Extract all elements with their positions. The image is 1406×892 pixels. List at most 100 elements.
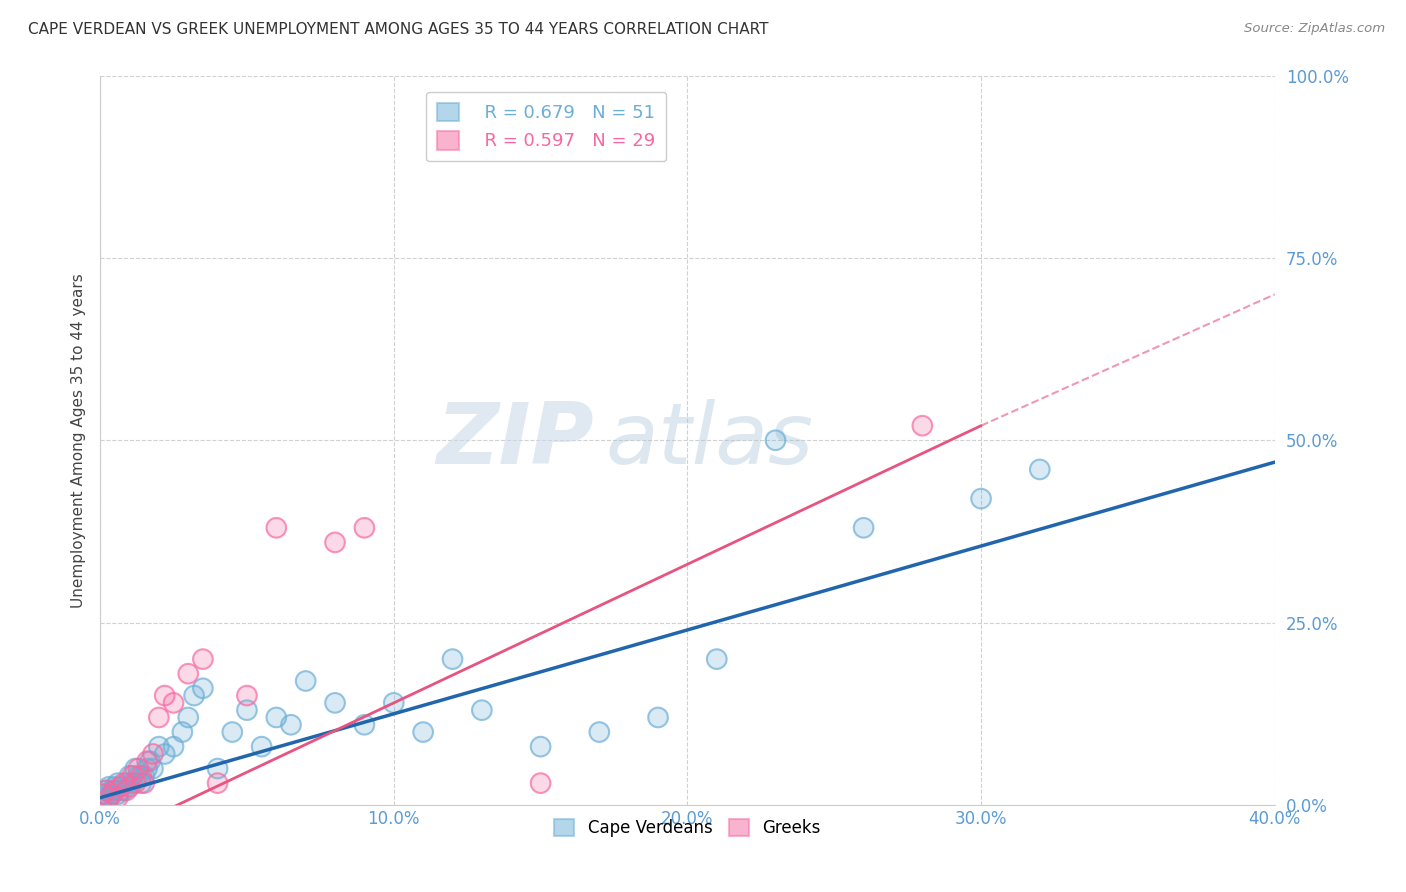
Point xyxy=(94,787,117,801)
Point xyxy=(183,689,205,703)
Point xyxy=(441,652,464,666)
Point xyxy=(127,769,149,783)
Point xyxy=(101,783,124,797)
Point xyxy=(148,739,170,754)
Point xyxy=(148,710,170,724)
Point xyxy=(191,681,214,696)
Point xyxy=(207,762,229,776)
Point xyxy=(115,783,138,797)
Point xyxy=(970,491,993,506)
Point xyxy=(104,780,127,794)
Point xyxy=(207,762,229,776)
Point xyxy=(112,783,135,797)
Point xyxy=(91,790,114,805)
Point xyxy=(142,762,165,776)
Point xyxy=(94,783,117,797)
Point xyxy=(588,725,610,739)
Point xyxy=(124,776,146,790)
Point xyxy=(266,521,288,535)
Text: ZIP: ZIP xyxy=(436,399,593,482)
Point xyxy=(162,739,184,754)
Point xyxy=(104,783,127,797)
Point xyxy=(139,754,162,768)
Point xyxy=(101,783,124,797)
Point xyxy=(353,521,375,535)
Point xyxy=(118,769,141,783)
Point xyxy=(110,783,132,797)
Point xyxy=(183,689,205,703)
Point xyxy=(118,780,141,794)
Point xyxy=(765,434,787,448)
Point xyxy=(104,783,127,797)
Point xyxy=(94,783,117,797)
Text: atlas: atlas xyxy=(605,399,813,482)
Legend: Cape Verdeans, Greeks: Cape Verdeans, Greeks xyxy=(547,813,827,844)
Point xyxy=(852,521,875,535)
Point xyxy=(1029,462,1052,476)
Point xyxy=(177,666,200,681)
Point xyxy=(127,762,149,776)
Point xyxy=(136,762,159,776)
Point xyxy=(91,787,114,801)
Point xyxy=(471,703,494,717)
Point xyxy=(153,747,176,761)
Point xyxy=(124,776,146,790)
Point xyxy=(107,776,129,790)
Point xyxy=(142,747,165,761)
Point xyxy=(112,776,135,790)
Point xyxy=(236,703,259,717)
Point xyxy=(139,754,162,768)
Point xyxy=(172,725,194,739)
Point xyxy=(115,776,138,790)
Point xyxy=(104,780,127,794)
Point xyxy=(529,776,551,790)
Point xyxy=(148,710,170,724)
Point xyxy=(294,673,316,688)
Point xyxy=(162,739,184,754)
Point xyxy=(266,521,288,535)
Point xyxy=(153,689,176,703)
Point xyxy=(911,418,934,433)
Point xyxy=(529,739,551,754)
Point xyxy=(97,790,120,805)
Point xyxy=(153,689,176,703)
Point xyxy=(236,689,259,703)
Point xyxy=(104,783,127,797)
Point xyxy=(97,790,120,805)
Text: Source: ZipAtlas.com: Source: ZipAtlas.com xyxy=(1244,22,1385,36)
Point xyxy=(127,762,149,776)
Point xyxy=(353,521,375,535)
Point xyxy=(136,754,159,768)
Point xyxy=(266,710,288,724)
Point xyxy=(101,787,124,801)
Point xyxy=(127,769,149,783)
Point xyxy=(191,652,214,666)
Point xyxy=(323,696,346,710)
Point xyxy=(177,666,200,681)
Point xyxy=(134,776,156,790)
Point xyxy=(191,652,214,666)
Point xyxy=(172,725,194,739)
Point xyxy=(121,769,143,783)
Point xyxy=(129,776,152,790)
Point xyxy=(94,783,117,797)
Point xyxy=(236,703,259,717)
Point xyxy=(588,725,610,739)
Point xyxy=(91,787,114,801)
Point xyxy=(110,783,132,797)
Point xyxy=(101,787,124,801)
Point xyxy=(94,783,117,797)
Point xyxy=(115,783,138,797)
Point xyxy=(162,696,184,710)
Point xyxy=(107,776,129,790)
Point xyxy=(382,696,405,710)
Point xyxy=(191,681,214,696)
Point xyxy=(353,718,375,732)
Point xyxy=(323,696,346,710)
Point xyxy=(110,780,132,794)
Point xyxy=(136,762,159,776)
Point xyxy=(121,769,143,783)
Point xyxy=(221,725,243,739)
Point xyxy=(177,710,200,724)
Point xyxy=(162,696,184,710)
